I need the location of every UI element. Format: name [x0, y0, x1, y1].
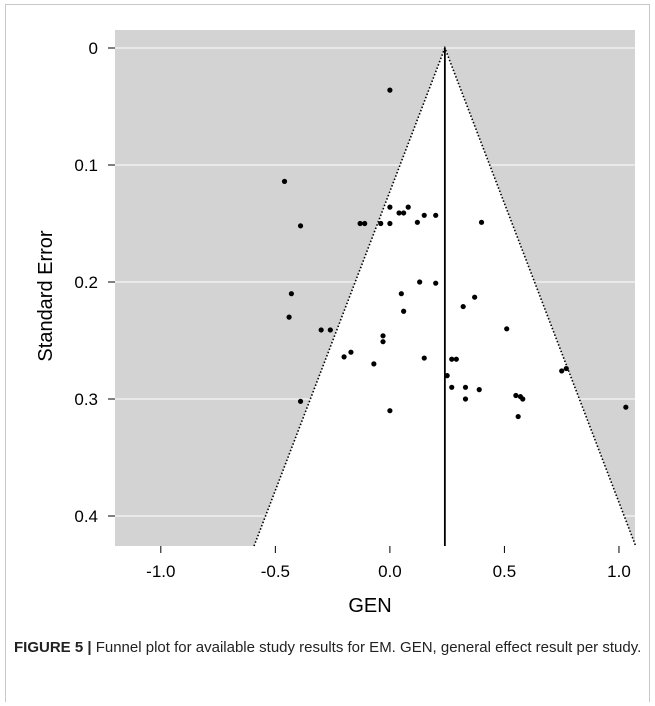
study-point	[401, 210, 407, 216]
study-point	[378, 220, 384, 227]
study-point	[421, 355, 427, 361]
study-point	[449, 356, 455, 362]
study-point	[421, 212, 427, 218]
study-point	[396, 210, 402, 216]
study-point	[623, 404, 629, 410]
study-point	[297, 223, 304, 229]
figure-frame	[5, 4, 650, 702]
study-point	[387, 220, 393, 227]
study-point	[401, 308, 407, 314]
figure-label: FIGURE 5 |	[14, 639, 92, 656]
study-point	[341, 354, 347, 360]
study-point	[515, 413, 521, 420]
study-point	[472, 294, 478, 300]
study-point	[286, 314, 292, 320]
study-point	[348, 349, 354, 355]
study-point	[462, 384, 469, 390]
study-point	[371, 361, 377, 367]
y-tick-label: 0.1	[74, 156, 98, 175]
study-point	[318, 327, 324, 333]
study-point	[433, 212, 439, 218]
y-axis-ticks: 0 0.1 0.2 0.3 0.4	[74, 39, 115, 526]
x-tick-label: 1.0	[607, 562, 631, 581]
study-point	[288, 291, 294, 297]
x-tick-label: -0.5	[261, 562, 290, 581]
y-tick-label: 0.3	[74, 390, 98, 409]
y-tick-label: 0.2	[74, 273, 98, 292]
study-point	[398, 291, 404, 297]
study-point	[357, 220, 363, 227]
study-point	[417, 279, 423, 285]
study-point	[504, 326, 510, 332]
x-axis-label: GEN	[348, 595, 391, 617]
study-point	[444, 373, 450, 379]
study-point	[380, 339, 386, 345]
study-point	[559, 368, 565, 374]
y-tick-label: 0	[89, 39, 98, 58]
x-tick-label: 0.0	[378, 562, 402, 581]
figure-caption: FIGURE 5 | Funnel plot for available stu…	[14, 636, 642, 660]
study-point	[478, 219, 485, 225]
x-axis-ticks: -1.0 -0.5 0.0 0.5 1.0	[146, 546, 631, 581]
study-point	[362, 220, 368, 227]
study-point	[387, 87, 393, 93]
study-point	[297, 398, 304, 404]
study-point	[460, 303, 466, 310]
study-point	[462, 396, 469, 402]
y-tick-label: 0.4	[74, 507, 98, 526]
study-point	[513, 392, 519, 399]
study-point	[281, 178, 288, 184]
study-point	[563, 365, 569, 372]
study-point	[449, 384, 455, 390]
study-point	[476, 387, 482, 393]
study-point	[433, 280, 439, 286]
x-tick-label: -1.0	[146, 562, 175, 581]
study-point	[380, 333, 386, 339]
y-axis-label: Standard Error	[35, 230, 57, 362]
study-point	[327, 327, 333, 333]
study-point	[387, 408, 393, 414]
study-point	[414, 219, 420, 225]
study-points	[281, 87, 629, 420]
study-point	[520, 396, 526, 402]
study-point	[387, 204, 393, 210]
study-point	[405, 204, 411, 210]
x-tick-label: 0.5	[493, 562, 517, 581]
funnel-plot: 0 0.1 0.2 0.3 0.4 -1.0 -0.5 0.0 0.5 1.0 GEN Stan…	[35, 30, 637, 617]
study-point	[453, 356, 459, 362]
caption-text: Funnel plot for available study results …	[91, 639, 642, 656]
